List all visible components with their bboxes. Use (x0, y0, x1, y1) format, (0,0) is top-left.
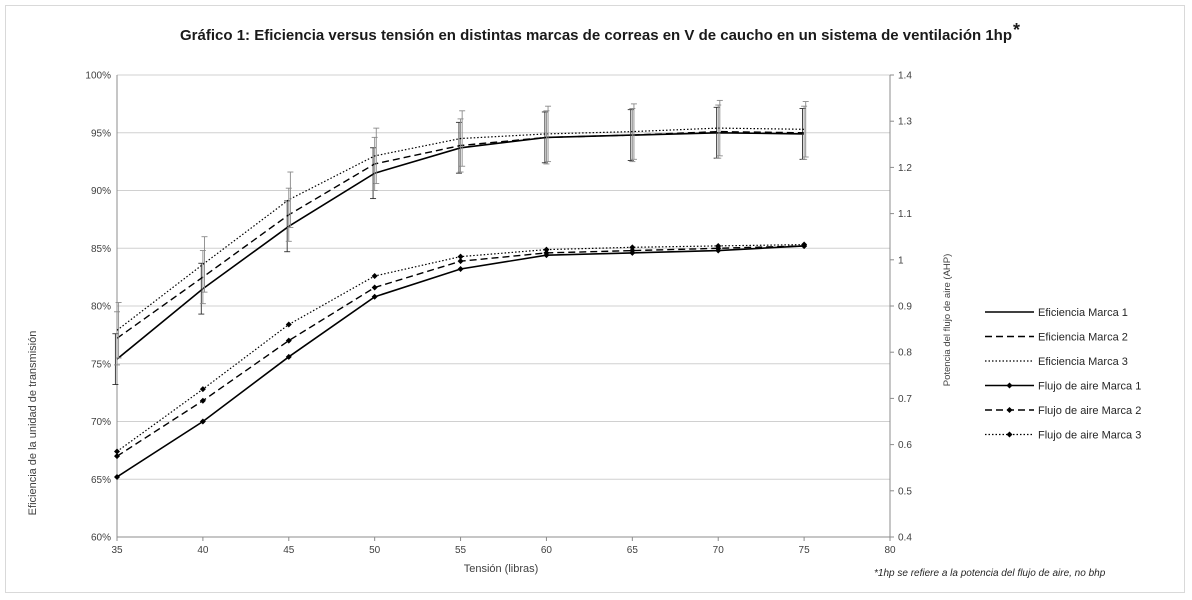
x-tick-label: 80 (884, 545, 896, 556)
x-tick-label: 65 (627, 545, 639, 556)
y2-tick-label: 1.1 (898, 209, 912, 220)
data-point (543, 246, 550, 253)
data-point (114, 473, 120, 480)
legend-label: Flujo de aire Marca 2 (1038, 405, 1141, 417)
y2-tick-label: 0.8 (898, 348, 912, 359)
y-tick-label: 95% (91, 128, 111, 139)
legend-label: Flujo de aire Marca 3 (1038, 430, 1141, 442)
x-tick-label: 35 (111, 545, 123, 556)
data-point (199, 418, 206, 425)
chart-frame (5, 5, 1185, 593)
x-tick-label: 45 (283, 545, 295, 556)
y-tick-label: 90% (91, 186, 111, 197)
legend-marker (1006, 407, 1013, 413)
footnote: *1hp se refiere a la potencia del flujo … (874, 568, 1106, 579)
y-tick-label: 80% (91, 302, 111, 313)
data-point (285, 337, 292, 344)
y2-tick-label: 1 (898, 255, 904, 266)
chart-title: Gráfico 1: Eficiencia versus tensión en … (180, 27, 1012, 44)
y-tick-label: 100% (85, 71, 111, 82)
y2-tick-label: 0.4 (898, 533, 912, 544)
y-tick-label: 60% (91, 533, 111, 544)
y2-tick-label: 1.2 (898, 163, 912, 174)
y-tick-label: 85% (91, 244, 111, 255)
x-tick-label: 50 (369, 545, 381, 556)
data-point (457, 266, 464, 273)
axes: 60% 65% 70% 75% 80% 85% 90% 95% 100% 0.4 0.5 0.6 0.7… (85, 71, 912, 557)
x-tick-label: 75 (799, 545, 811, 556)
x-tick-label: 40 (197, 545, 209, 556)
legend-label: Eficiencia Marca 1 (1038, 307, 1128, 319)
data-point (199, 386, 206, 393)
legend-label: Flujo de aire Marca 1 (1038, 381, 1141, 393)
data-point (457, 253, 464, 260)
series-line-flujo-de-aire-marca-1 (116, 245, 805, 478)
data-point (457, 258, 464, 265)
legend-marker (1006, 431, 1013, 438)
x-tick-label: 55 (455, 545, 467, 556)
data-point (371, 284, 378, 291)
legend-label: Eficiencia Marca 2 (1038, 332, 1128, 344)
y2-tick-label: 0.6 (898, 440, 912, 451)
series-lines (112, 99, 809, 480)
y2-axis-label: Potencia del flujo de aire (AHP) (942, 254, 953, 387)
y2-tick-label: 0.9 (898, 302, 912, 313)
data-point (285, 353, 292, 360)
y-tick-label: 75% (91, 359, 111, 370)
x-axis-label: Tensión (libras) (464, 563, 539, 575)
y2-tick-label: 1.3 (898, 117, 912, 128)
data-point (114, 448, 120, 455)
data-point (199, 397, 206, 404)
data-point (629, 247, 636, 254)
y-tick-label: 65% (91, 475, 111, 486)
y2-tick-label: 0.5 (898, 486, 912, 497)
data-point (715, 242, 722, 249)
data-point (371, 272, 378, 279)
legend: Eficiencia Marca 1 Eficiencia Marca 2 Efic… (985, 307, 1141, 442)
y-axis-label: Eficiencia de la unidad de transmisión (27, 331, 39, 516)
series-line-flujo-de-aire-marca-2 (116, 245, 805, 457)
legend-label: Eficiencia Marca 3 (1038, 356, 1128, 368)
data-point (371, 293, 378, 300)
x-tick-label: 70 (713, 545, 725, 556)
chart-title-mark: * (1013, 20, 1020, 40)
data-point (801, 241, 808, 248)
y-tick-label: 70% (91, 417, 111, 428)
data-point (114, 453, 120, 460)
data-point (543, 249, 550, 256)
y2-tick-label: 0.7 (898, 394, 912, 405)
y2-tick-label: 1.4 (898, 71, 912, 82)
gridlines (117, 74, 890, 480)
x-tick-label: 60 (541, 545, 553, 556)
series-line-eficiencia-marca-3 (116, 127, 805, 331)
data-point (285, 321, 292, 328)
legend-marker (1006, 382, 1013, 389)
data-point (629, 244, 636, 251)
